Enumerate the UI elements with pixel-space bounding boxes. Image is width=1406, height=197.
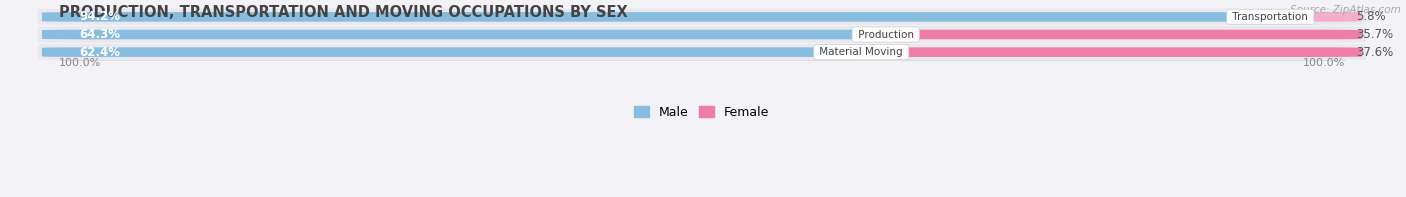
FancyBboxPatch shape — [42, 12, 1286, 22]
Text: 64.3%: 64.3% — [80, 28, 121, 41]
Text: 35.7%: 35.7% — [1357, 28, 1393, 41]
Text: 100.0%: 100.0% — [1303, 58, 1346, 68]
FancyBboxPatch shape — [42, 30, 903, 39]
FancyBboxPatch shape — [845, 47, 1361, 57]
Text: 62.4%: 62.4% — [80, 46, 121, 59]
FancyBboxPatch shape — [38, 44, 1365, 60]
Text: Production: Production — [855, 30, 917, 40]
Text: Transportation: Transportation — [1229, 12, 1312, 22]
Text: 100.0%: 100.0% — [59, 58, 101, 68]
Text: 37.6%: 37.6% — [1357, 46, 1393, 59]
FancyBboxPatch shape — [38, 9, 1365, 25]
FancyBboxPatch shape — [1254, 12, 1361, 22]
FancyBboxPatch shape — [42, 47, 879, 57]
Text: 5.8%: 5.8% — [1357, 10, 1386, 23]
Text: Source: ZipAtlas.com: Source: ZipAtlas.com — [1291, 5, 1400, 15]
Text: Material Moving: Material Moving — [817, 47, 907, 57]
Legend: Male, Female: Male, Female — [630, 101, 775, 124]
Text: 94.2%: 94.2% — [80, 10, 121, 23]
Text: PRODUCTION, TRANSPORTATION AND MOVING OCCUPATIONS BY SEX: PRODUCTION, TRANSPORTATION AND MOVING OC… — [59, 5, 627, 20]
FancyBboxPatch shape — [869, 30, 1361, 39]
FancyBboxPatch shape — [38, 26, 1365, 43]
